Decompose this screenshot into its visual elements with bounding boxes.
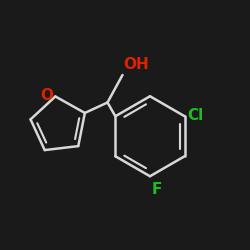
Text: O: O	[40, 88, 53, 103]
Text: OH: OH	[124, 57, 150, 72]
Text: F: F	[152, 182, 162, 197]
Text: Cl: Cl	[188, 108, 204, 122]
